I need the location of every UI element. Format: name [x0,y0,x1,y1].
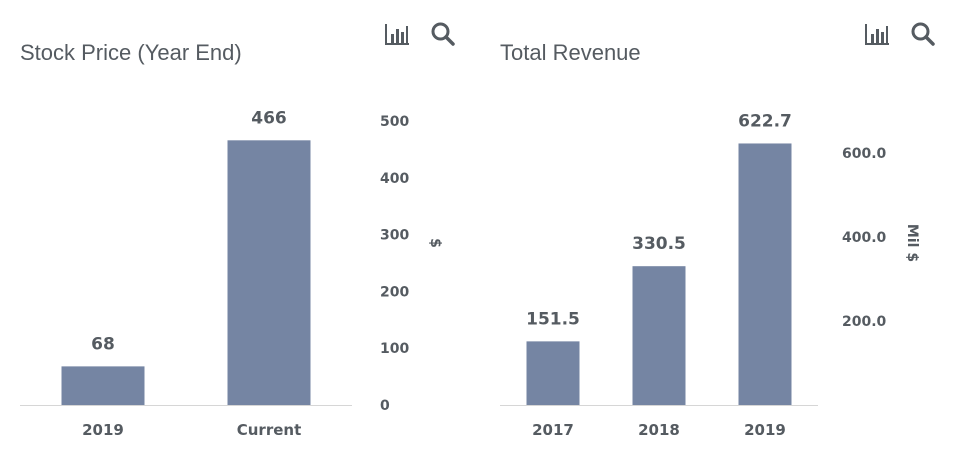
y-tick-label: 500 [380,114,409,130]
total-revenue-chart: 151.5 2017 330.5 2018 622.7 2019 200.0 400.0 600… [500,111,920,439]
x-tick-label: 2018 [638,421,680,439]
y-tick-label: 600.0 [842,146,887,162]
total-revenue-panel: Total Revenue 151.5 2017 330.5 2018 622.7 201… [480,0,959,471]
x-tick-label: 2017 [532,421,574,439]
chart-toolbar [383,20,457,48]
y-tick-label: 200.0 [842,314,887,330]
stock-price-panel: Stock Price (Year End) 68 2019 466 Current 0… [20,20,457,439]
y-tick-label: 400 [380,171,409,187]
chart-title: Stock Price (Year End) [20,40,242,65]
y-tick-label: 400.0 [842,230,887,246]
bar-2017 [526,341,580,405]
bar-chart-icon[interactable] [863,20,891,48]
chart-title: Total Revenue [500,40,641,65]
stock-price-chart: 68 2019 466 Current 0 100 200 300 400 500 $ [20,108,443,439]
y-tick-label: 0 [380,398,390,414]
y-axis-label: $ [427,238,443,248]
y-tick-label: 300 [380,228,409,244]
data-label: 622.7 [738,111,792,131]
data-label: 466 [251,108,287,128]
y-tick-label: 100 [380,341,409,357]
data-label: 68 [91,334,115,354]
search-icon[interactable] [909,20,937,48]
search-icon[interactable] [429,20,457,48]
x-tick-label: 2019 [744,421,786,439]
bar-2018 [632,266,686,405]
bar-2019 [738,143,792,405]
x-tick-label: Current [237,421,302,439]
y-tick-label: 200 [380,284,409,300]
x-tick-label: 2019 [82,421,124,439]
data-label: 151.5 [526,309,580,329]
bar-2019 [61,366,145,405]
y-axis-label: Mil $ [904,224,920,262]
data-label: 330.5 [632,234,686,254]
chart-toolbar [863,20,937,48]
bar-Current [227,140,311,405]
bar-chart-icon[interactable] [383,20,411,48]
